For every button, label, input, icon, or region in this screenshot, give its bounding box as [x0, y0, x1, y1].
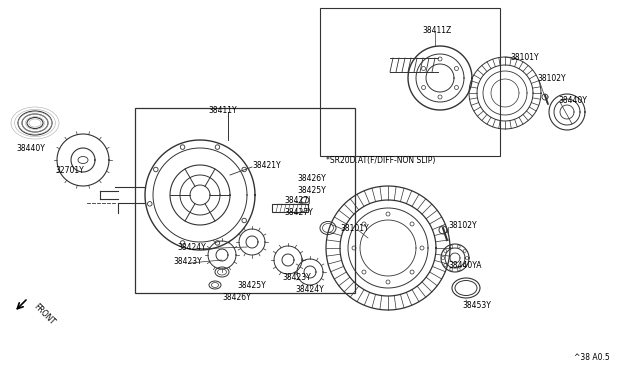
Text: 38423Y: 38423Y: [173, 257, 202, 266]
Text: 38101Y: 38101Y: [340, 224, 369, 232]
Text: 38440Y: 38440Y: [558, 96, 587, 105]
Text: 38427Y: 38427Y: [284, 208, 313, 217]
Text: 38453Y: 38453Y: [462, 301, 491, 310]
Text: 38102Y: 38102Y: [537, 74, 566, 83]
Text: 38425Y: 38425Y: [237, 280, 266, 289]
Bar: [135, 108, 355, 293]
Text: 38102Y: 38102Y: [448, 221, 477, 230]
Text: FRONT: FRONT: [32, 302, 57, 327]
Text: 38424Y: 38424Y: [295, 285, 324, 295]
Text: ^38 A0.5: ^38 A0.5: [574, 353, 610, 362]
Text: 38411Y: 38411Y: [208, 106, 237, 115]
Text: 38424Y: 38424Y: [177, 244, 205, 253]
Text: 38423Y: 38423Y: [282, 273, 311, 282]
Text: 38426Y: 38426Y: [297, 173, 326, 183]
Text: *SR20D.AT(F/DIFF-NON SLIP): *SR20D.AT(F/DIFF-NON SLIP): [326, 155, 435, 164]
Text: 38427J: 38427J: [284, 196, 310, 205]
Text: 38425Y: 38425Y: [297, 186, 326, 195]
Text: 38411Z: 38411Z: [422, 26, 451, 35]
Text: 38440Y: 38440Y: [16, 144, 45, 153]
Bar: [320, 8, 500, 156]
Text: 32701Y: 32701Y: [55, 166, 84, 174]
Text: 38426Y: 38426Y: [222, 292, 251, 301]
Bar: [272, 204, 308, 212]
Text: 38440YA: 38440YA: [448, 260, 481, 269]
Text: 38421Y: 38421Y: [252, 160, 280, 170]
Text: 38101Y: 38101Y: [510, 52, 539, 61]
